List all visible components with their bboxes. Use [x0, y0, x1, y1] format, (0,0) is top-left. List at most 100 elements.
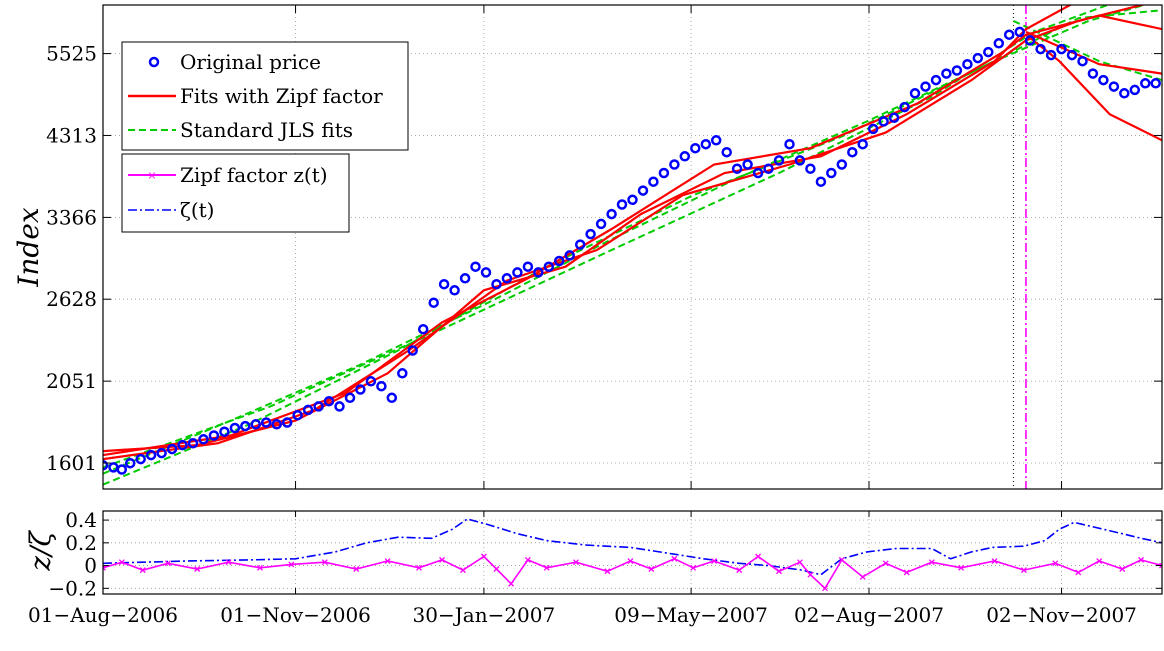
zipf-fit-line — [1025, 30, 1162, 75]
price-point — [888, 112, 900, 124]
zipf-factor-point — [882, 560, 889, 567]
zipf-factor-point — [1020, 567, 1027, 574]
price-point — [669, 159, 680, 170]
zipf-factor-point — [755, 553, 762, 560]
zipf-factor-point — [838, 556, 845, 563]
price-point — [229, 422, 241, 434]
price-point — [815, 176, 827, 187]
price-point — [909, 88, 921, 99]
price-point — [794, 155, 806, 166]
price-point — [773, 155, 785, 166]
zipf-factor-point — [321, 559, 328, 566]
price-point — [459, 273, 471, 284]
legend-label: ζ(t) — [180, 198, 214, 222]
price-point — [208, 430, 220, 441]
zipf-factor-point — [508, 580, 515, 587]
zipf-factor-line — [103, 555, 1162, 590]
price-point — [512, 267, 523, 278]
zipf-factor-point — [460, 567, 466, 574]
price-point — [857, 138, 868, 150]
legend-x-marker: × — [147, 169, 156, 182]
zipf-factor-point — [627, 558, 634, 564]
zipf-factor-point — [690, 564, 697, 571]
price-point — [648, 176, 659, 187]
legend-label: Zipf factor z(t) — [180, 163, 328, 187]
price-point — [721, 146, 732, 158]
zipf-axes: 01−Aug−2006 01−Nov−2006 30−Jan−2007 09−May−… — [24, 508, 1163, 627]
price-point — [271, 419, 282, 430]
jls-fit-line — [103, 9, 1162, 486]
price-point — [135, 453, 146, 465]
zipf-factor-point — [928, 559, 935, 566]
price-point — [1108, 81, 1120, 92]
legend-entry-zipf-factor: × Zipf factor z(t) — [128, 163, 328, 187]
price-point — [1098, 74, 1109, 86]
y-tick-label: 2628 — [46, 287, 97, 311]
y-tick-label: 1601 — [46, 451, 97, 475]
y-tick-label: 0.4 — [65, 508, 97, 532]
zipf-factor-point — [257, 564, 263, 571]
price-point — [867, 123, 879, 135]
legend-entry-zipf-fits: Fits with Zipf factor — [128, 84, 383, 108]
price-point — [993, 38, 1005, 49]
price-point — [1140, 78, 1151, 89]
zipf-factor-point — [958, 564, 965, 571]
price-point — [355, 384, 366, 395]
price-point — [166, 443, 178, 455]
price-point — [449, 285, 460, 296]
legend-label: Fits with Zipf factor — [180, 84, 383, 108]
price-point — [281, 417, 293, 428]
zipf-factor-point — [711, 558, 718, 564]
price-point — [742, 159, 753, 170]
price-point — [1150, 78, 1161, 89]
zipf-factor-point — [524, 556, 531, 563]
legend-price: Original price Fits with Zipf factor Sta… — [121, 41, 409, 151]
y-tick-label: 0 — [84, 554, 97, 578]
sub-y-axis-label: z/ζ — [24, 530, 57, 572]
x-tick-label: 02−Nov−2007 — [986, 603, 1137, 627]
price-point — [1077, 55, 1088, 67]
price-point — [116, 464, 128, 475]
zipf-factor-point — [480, 553, 487, 560]
zipf-plot-area — [103, 518, 1162, 592]
price-point — [951, 65, 963, 76]
price-point — [805, 163, 816, 174]
price-point — [752, 167, 764, 179]
legend-entry-zeta: ζ(t) — [128, 198, 214, 222]
price-point — [124, 457, 136, 469]
price-point — [1024, 35, 1036, 46]
zipf-factor-point — [671, 555, 678, 562]
price-point — [365, 376, 377, 387]
zipf-factor-point — [288, 561, 295, 568]
price-point — [690, 142, 701, 154]
price-point — [1066, 49, 1078, 61]
price-point — [386, 392, 398, 404]
price-point — [658, 167, 670, 179]
price-ticks: 1601 2051 2628 3366 4313 5525 — [46, 5, 1162, 489]
legend-zipf: × Zipf factor z(t) ζ(t) — [121, 153, 350, 233]
price-point — [428, 297, 439, 308]
price-axes: 1601 2051 2628 3366 4313 5525 Index — [12, 4, 1163, 490]
zipf-factor-point — [903, 569, 910, 576]
price-point — [679, 151, 691, 162]
price-point — [302, 404, 314, 416]
jls-fit-line — [1012, 19, 1162, 82]
y-tick-label: 2051 — [46, 369, 97, 393]
price-point — [1035, 43, 1046, 55]
zipf-factor-point — [194, 566, 201, 572]
price-point — [1129, 84, 1141, 96]
price-point — [198, 434, 209, 445]
price-point — [177, 439, 188, 451]
zipf-factor-point — [1159, 562, 1162, 569]
zipf-factor-point — [139, 567, 146, 574]
price-point — [417, 323, 429, 335]
price-point — [564, 250, 575, 261]
price-point — [501, 273, 513, 284]
zipf-factor-point — [493, 566, 500, 572]
price-point — [941, 68, 952, 79]
zipf-factor-point — [796, 559, 803, 566]
y-tick-label: 5525 — [46, 42, 97, 66]
price-point — [187, 437, 199, 449]
price-point — [240, 420, 251, 432]
